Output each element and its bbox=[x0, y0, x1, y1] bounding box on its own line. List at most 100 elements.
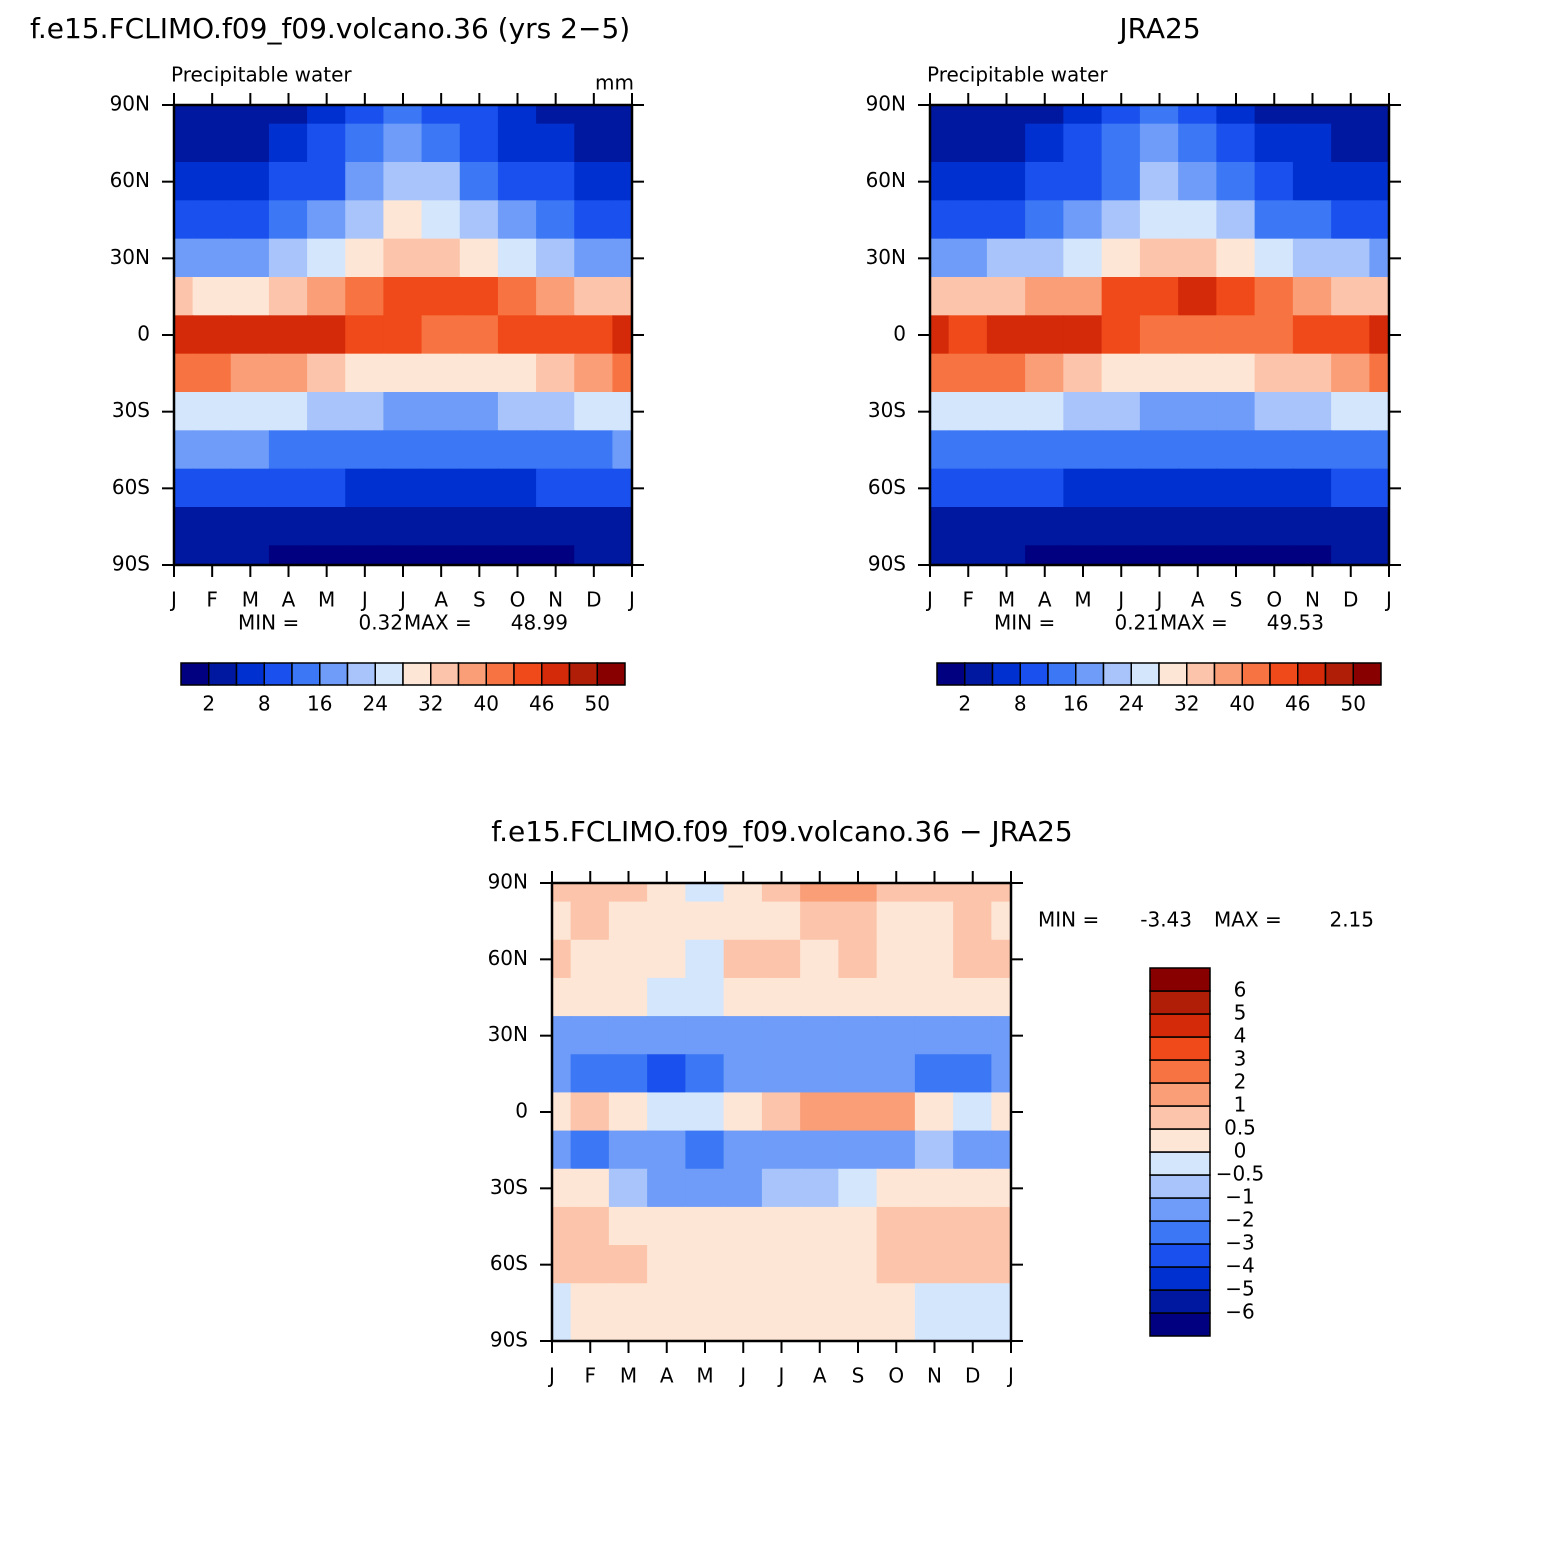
field-cell bbox=[612, 392, 632, 432]
field-cell bbox=[1025, 200, 1065, 240]
field-cell bbox=[307, 392, 347, 432]
field-cell bbox=[1216, 277, 1256, 317]
field-cell bbox=[192, 162, 232, 202]
field-cell bbox=[876, 1130, 916, 1170]
colorbar-box bbox=[1149, 1059, 1211, 1084]
field-cell bbox=[1331, 507, 1371, 547]
field-cell bbox=[383, 392, 423, 432]
field-cell bbox=[876, 901, 916, 941]
colorbar-box bbox=[1149, 1266, 1211, 1291]
field-cell bbox=[421, 468, 461, 508]
field-cell bbox=[838, 1283, 878, 1323]
field-cell bbox=[1369, 238, 1389, 279]
field-cell bbox=[570, 1283, 610, 1323]
field-cell bbox=[536, 468, 576, 508]
field-cell bbox=[383, 430, 423, 470]
field-cell bbox=[345, 238, 385, 279]
colorbar-label: 24 bbox=[363, 692, 388, 716]
field-cell bbox=[497, 123, 538, 163]
field-cell bbox=[1101, 238, 1141, 279]
field-cell bbox=[723, 1168, 763, 1208]
field-cell bbox=[876, 1168, 916, 1208]
field-cell bbox=[723, 939, 763, 979]
field-cell bbox=[685, 1054, 725, 1094]
x-tick-label: F bbox=[962, 588, 974, 612]
colorbar-label: 1 bbox=[1234, 1093, 1247, 1117]
field-cell bbox=[986, 507, 1027, 547]
colorbar-label: 8 bbox=[1014, 692, 1027, 716]
field-cell bbox=[192, 468, 232, 508]
y-tick-label: 60S bbox=[490, 1251, 528, 1275]
colorbar-box bbox=[568, 662, 598, 686]
field-cell bbox=[876, 1206, 916, 1247]
field bbox=[552, 883, 1011, 1341]
max-label: MAX = bbox=[404, 611, 472, 635]
field-cell bbox=[497, 430, 538, 470]
colorbar-label: −5 bbox=[1225, 1277, 1254, 1301]
field-cell bbox=[608, 1054, 649, 1094]
field-cell bbox=[1331, 315, 1371, 355]
subtitle: Precipitable water bbox=[171, 63, 352, 87]
field-cell bbox=[1178, 200, 1218, 240]
y-tick-label: 60N bbox=[866, 168, 906, 192]
colorbar-box bbox=[1149, 1082, 1211, 1107]
y-tick-label: 60N bbox=[110, 168, 150, 192]
colorbar-box bbox=[1213, 662, 1243, 686]
field-cell bbox=[1025, 507, 1065, 547]
field-cell bbox=[1063, 162, 1103, 202]
x-tick-label: J bbox=[398, 588, 406, 612]
field-cell bbox=[876, 1092, 916, 1132]
x-tick-label: A bbox=[813, 1364, 827, 1388]
field-cell bbox=[1254, 392, 1294, 432]
field-cell bbox=[800, 901, 840, 941]
field-cell bbox=[608, 1016, 649, 1056]
x-tick-label: F bbox=[584, 1364, 596, 1388]
field-cell bbox=[268, 238, 309, 279]
field-cell bbox=[608, 1206, 649, 1247]
field-cell bbox=[914, 1168, 955, 1208]
panel: J F M A M J J A S O N D J90N60N30N030S60S90Sf.e15.FC… bbox=[488, 815, 1374, 1388]
field-cell bbox=[1139, 200, 1180, 240]
field-cell bbox=[1025, 123, 1065, 163]
field-cell bbox=[723, 1245, 763, 1285]
field-cell bbox=[647, 1245, 687, 1285]
field-cell bbox=[307, 468, 347, 508]
field-cell bbox=[1292, 353, 1333, 393]
x-tick-label: J bbox=[1384, 588, 1392, 612]
field-cell bbox=[1063, 200, 1103, 240]
colorbar-label: 6 bbox=[1234, 978, 1247, 1002]
field-cell bbox=[345, 123, 385, 163]
field-cell bbox=[647, 901, 687, 941]
field-cell bbox=[307, 238, 347, 279]
colorbar-label: 2 bbox=[1234, 1070, 1247, 1094]
field-cell bbox=[1292, 277, 1333, 317]
field-cell bbox=[953, 977, 993, 1018]
field-cell bbox=[612, 162, 632, 202]
colorbar-box bbox=[1269, 662, 1299, 686]
field-cell bbox=[1139, 315, 1180, 355]
field-cell bbox=[608, 1245, 649, 1285]
field-cell bbox=[1025, 277, 1065, 317]
field-cell bbox=[612, 200, 632, 240]
field-cell bbox=[914, 977, 955, 1018]
field-cell bbox=[1292, 123, 1333, 163]
x-tick-label: N bbox=[927, 1364, 942, 1388]
colorbar-box bbox=[1149, 1174, 1211, 1199]
field-cell bbox=[268, 430, 309, 470]
field-cell bbox=[1101, 162, 1141, 202]
field-cell bbox=[497, 392, 538, 432]
field-cell bbox=[953, 1092, 993, 1132]
colorbar-box bbox=[1047, 662, 1077, 686]
colorbar-box bbox=[1149, 1105, 1211, 1130]
x-tick-label: A bbox=[660, 1364, 674, 1388]
x-tick-label: A bbox=[282, 588, 296, 612]
field-cell bbox=[497, 507, 538, 547]
field-cell bbox=[1331, 123, 1371, 163]
colorbar-label: 46 bbox=[1285, 692, 1310, 716]
field-cell bbox=[1216, 123, 1256, 163]
field-cell bbox=[1139, 468, 1180, 508]
field-cell bbox=[914, 1054, 955, 1094]
field-cell bbox=[1216, 162, 1256, 202]
field-cell bbox=[1063, 277, 1103, 317]
x-tick-label: J bbox=[627, 588, 635, 612]
